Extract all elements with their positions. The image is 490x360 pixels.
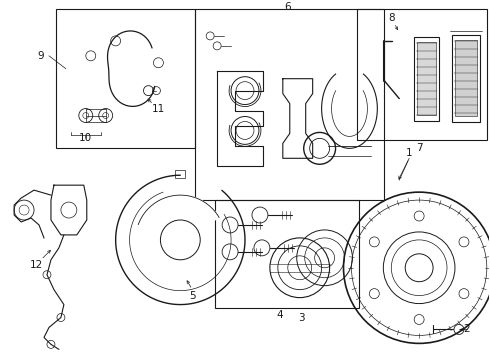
Text: 5: 5	[189, 291, 196, 301]
Text: 6: 6	[285, 2, 291, 12]
Text: 1: 1	[406, 148, 413, 158]
Bar	[175, 170, 185, 178]
Text: 2: 2	[464, 324, 470, 334]
Text: 12: 12	[29, 260, 43, 270]
Text: 8: 8	[388, 13, 394, 23]
Bar	[215, 200, 360, 307]
Bar	[357, 9, 487, 140]
Bar	[452, 35, 480, 122]
Text: 3: 3	[298, 312, 305, 323]
Bar	[414, 37, 439, 121]
Polygon shape	[138, 195, 219, 240]
Text: 7: 7	[416, 143, 422, 153]
Text: 4: 4	[276, 310, 283, 320]
Text: 11: 11	[152, 104, 165, 113]
Bar	[56, 9, 195, 148]
Text: 9: 9	[38, 51, 44, 61]
Bar	[417, 42, 436, 114]
Bar	[195, 9, 384, 200]
Bar	[455, 40, 477, 116]
Text: 10: 10	[79, 134, 92, 143]
